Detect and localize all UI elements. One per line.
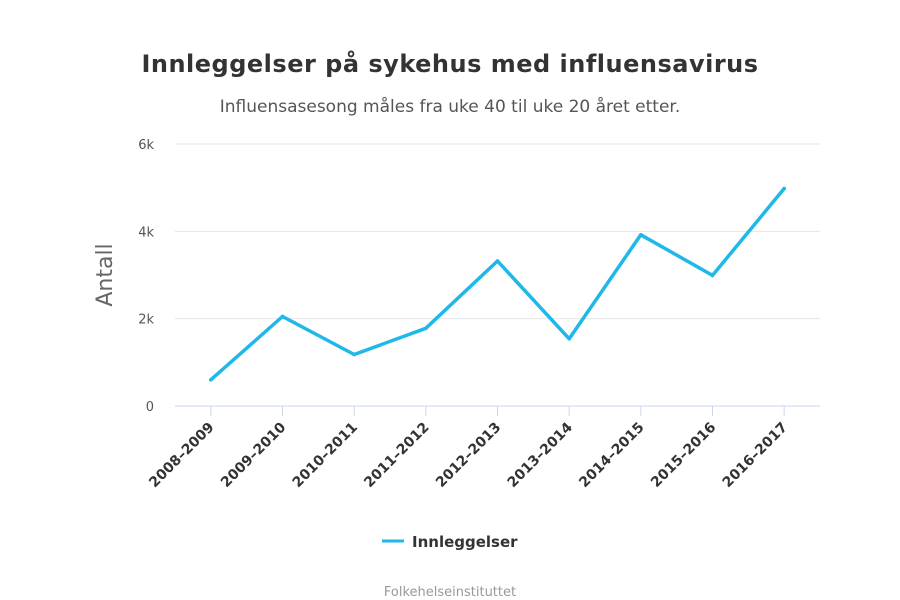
- y-tick-label: 4k: [138, 225, 154, 240]
- data-point[interactable]: [424, 326, 428, 331]
- legend[interactable]: Innleggelser: [382, 533, 518, 551]
- chart-credit[interactable]: Folkehelseinstituttet: [384, 585, 516, 600]
- x-tick-label: 2009–2010: [218, 419, 290, 491]
- y-tick-label: 6k: [138, 138, 154, 153]
- data-point[interactable]: [782, 186, 786, 191]
- chart-title: Innleggelser på sykehus med influensavir…: [141, 49, 758, 78]
- x-tick-label: 2012–2013: [433, 420, 504, 491]
- data-point[interactable]: [495, 259, 500, 263]
- x-axis: 2008–2009 2009–2010 2010–2011 2011–2012 2012…: [146, 405, 820, 491]
- x-tick-label: 2016–2017: [720, 420, 791, 491]
- y-tick-label: 2k: [138, 313, 154, 328]
- x-tick-label: 2014–2015: [576, 420, 647, 491]
- legend-item-innleggelser[interactable]: Innleggelser: [412, 533, 518, 551]
- chart-subtitle: Influensasesong måles fra uke 40 til uke…: [220, 96, 681, 117]
- data-point[interactable]: [280, 314, 285, 319]
- data-point[interactable]: [567, 336, 571, 341]
- x-tick-label: 2008–2009: [146, 420, 217, 491]
- series-line-innleggelser[interactable]: [209, 186, 786, 382]
- data-point[interactable]: [352, 352, 356, 357]
- x-tick-label: 2011–2012: [361, 420, 432, 491]
- series-layer: [209, 186, 786, 382]
- grid-lines: [175, 143, 820, 320]
- data-point[interactable]: [639, 233, 643, 237]
- y-axis-label: Antall: [93, 243, 118, 306]
- y-axis-ticks: 0 2k 4k 6k: [138, 138, 154, 415]
- data-point[interactable]: [710, 273, 715, 278]
- x-tick-label: 2013–2014: [505, 419, 577, 491]
- y-tick-label: 0: [146, 400, 154, 415]
- x-tick-label: 2015–2016: [648, 420, 719, 491]
- data-point[interactable]: [209, 378, 213, 382]
- x-tick-label: 2010–2011: [290, 420, 361, 491]
